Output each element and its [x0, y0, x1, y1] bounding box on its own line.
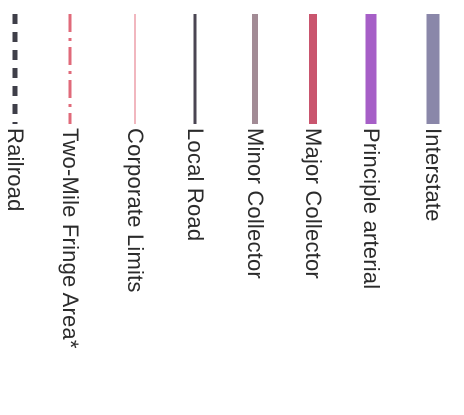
legend-label-two-mile-fringe: Two-Mile Fringe Area*	[58, 128, 83, 349]
legend-label-principle-arterial: Principle arterial	[359, 128, 384, 290]
legend-item-railroad: Railroad	[0, 10, 30, 410]
legend-label-interstate: Interstate	[421, 128, 446, 222]
legend-item-major-collector: Major Collector	[298, 10, 328, 410]
major-collector-line-symbol	[309, 14, 317, 124]
legend-label-corporate-limits: Corporate Limits	[123, 128, 148, 293]
interstate-line-symbol	[426, 14, 440, 124]
legend-item-minor-collector: Minor Collector	[240, 10, 270, 410]
legend-item-two-mile-fringe: Two-Mile Fringe Area*	[55, 10, 85, 410]
legend-label-major-collector: Major Collector	[301, 128, 326, 279]
two-mile-fringe-line-symbol	[68, 14, 72, 124]
corporate-limits-line-symbol	[134, 14, 136, 124]
legend-label-local-road: Local Road	[183, 128, 208, 242]
minor-collector-line-symbol	[252, 14, 258, 124]
railroad-line-symbol	[12, 14, 18, 124]
legend-item-interstate: Interstate	[418, 10, 448, 410]
local-road-line-symbol	[193, 14, 197, 124]
legend-item-corporate-limits: Corporate Limits	[120, 10, 150, 410]
principle-arterial-line-symbol	[365, 14, 377, 124]
legend-item-local-road: Local Road	[180, 10, 210, 410]
legend-label-minor-collector: Minor Collector	[243, 128, 268, 279]
legend-label-railroad: Railroad	[3, 128, 28, 212]
legend-item-principle-arterial: Principle arterial	[356, 10, 386, 410]
